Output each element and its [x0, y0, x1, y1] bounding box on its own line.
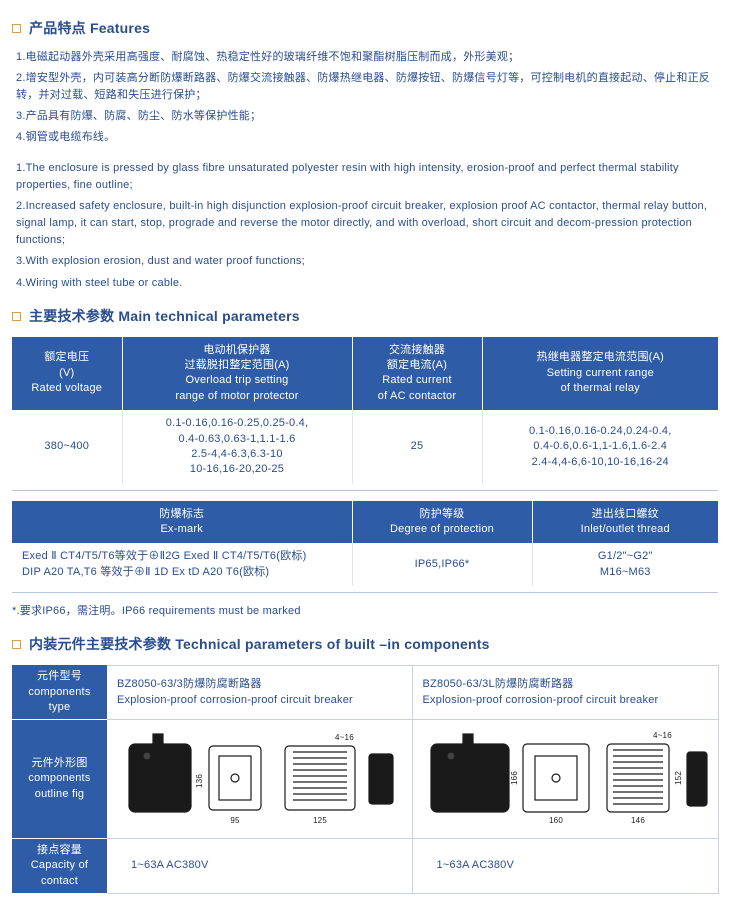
- section-title-builtin: 内装元件主要技术参数 Technical parameters of built…: [12, 634, 718, 655]
- features-list-cn: 1.电磁起动器外壳采用高强度、耐腐蚀、热稳定性好的玻璃纤维不饱和聚酯树脂压制而成…: [16, 49, 718, 146]
- t2-c3: G1/2"~G2" M16~M63: [532, 543, 718, 586]
- feature-cn-3: 3.产品具有防爆、防腐、防尘、防水等保护性能；: [16, 108, 718, 125]
- section-title-features: 产品特点 Features: [12, 18, 718, 39]
- comp-rowlabel-capacity: 接点容量 Capacity of contact: [12, 838, 107, 893]
- feature-cn-4: 4.钢管或电缆布线。: [16, 129, 718, 146]
- svg-text:146: 146: [630, 816, 644, 825]
- component-outline-icon: 160 166 146 4~16 152: [423, 726, 713, 826]
- t1-c2: 0.1-0.16,0.16-0.25,0.25-0.4, 0.4-0.63,0.…: [122, 410, 352, 484]
- features-heading: 产品特点 Features: [29, 18, 150, 39]
- mainparams-heading: 主要技术参数 Main technical parameters: [29, 306, 300, 327]
- svg-text:95: 95: [230, 816, 240, 825]
- bullet-square-icon: [12, 312, 21, 321]
- t1-h3: 交流接触器 额定电流(A) Rated current of AC contac…: [352, 337, 482, 411]
- svg-text:4~16: 4~16: [653, 731, 672, 740]
- comp-type-2: BZ8050-63/3L防爆防腐断路器 Explosion-proof corr…: [412, 665, 718, 720]
- feature-en-1: 1.The enclosure is pressed by glass fibr…: [16, 160, 718, 194]
- svg-text:136: 136: [195, 774, 204, 788]
- component-outline-icon: 95 136 125 4~16: [117, 726, 407, 826]
- separator-line: [12, 490, 718, 491]
- t2-h2: 防护等级 Degree of protection: [352, 501, 532, 544]
- comp-capacity-1: 1~63A AC380V: [107, 838, 412, 893]
- table-main-params-1: 额定电压 (V) Rated voltage 电动机保护器 过载脱扣整定范围(A…: [12, 337, 718, 484]
- t2-c2: IP65,IP66*: [352, 543, 532, 586]
- features-list-en: 1.The enclosure is pressed by glass fibr…: [16, 160, 718, 291]
- svg-text:4~16: 4~16: [335, 733, 354, 742]
- svg-text:152: 152: [674, 771, 683, 785]
- t1-c3: 25: [352, 410, 482, 484]
- t1-c4: 0.1-0.16,0.16-0.24,0.24-0.4, 0.4-0.6,0.6…: [482, 410, 718, 484]
- t1-c1: 380~400: [12, 410, 122, 484]
- feature-en-4: 4.Wiring with steel tube or cable.: [16, 275, 718, 292]
- section-title-mainparams: 主要技术参数 Main technical parameters: [12, 306, 718, 327]
- t1-h2: 电动机保护器 过载脱扣整定范围(A) Overload trip setting…: [122, 337, 352, 411]
- comp-diagram-1: 95 136 125 4~16: [107, 720, 412, 838]
- bullet-square-icon: [12, 640, 21, 649]
- bullet-square-icon: [12, 24, 21, 33]
- feature-en-3: 3.With explosion erosion, dust and water…: [16, 253, 718, 270]
- t2-c1: Exed Ⅱ CT4/T5/T6等效于⊕Ⅱ2G Exed Ⅱ CT4/T5/T6…: [12, 543, 352, 586]
- feature-cn-2: 2.增安型外壳，内可装高分断防爆断路器、防爆交流接触器、防爆热继电器、防爆按钮、…: [16, 70, 718, 104]
- feature-cn-1: 1.电磁起动器外壳采用高强度、耐腐蚀、热稳定性好的玻璃纤维不饱和聚酯树脂压制而成…: [16, 49, 718, 66]
- svg-text:160: 160: [548, 816, 562, 825]
- t2-h3: 进出线口螺纹 Inlet/outlet thread: [532, 501, 718, 544]
- comp-rowlabel-outline: 元件外形图 components outline fig: [12, 720, 107, 838]
- separator-line: [12, 592, 718, 593]
- t1-h1: 额定电压 (V) Rated voltage: [12, 337, 122, 411]
- svg-text:166: 166: [510, 771, 519, 785]
- feature-en-2: 2.Increased safety enclosure, built-in h…: [16, 198, 718, 249]
- t2-h1: 防爆标志 Ex-mark: [12, 501, 352, 544]
- t1-h4: 热继电器整定电流范围(A) Setting current range of t…: [482, 337, 718, 411]
- comp-capacity-2: 1~63A AC380V: [412, 838, 718, 893]
- comp-type-1: BZ8050-63/3防爆防腐断路器 Explosion-proof corro…: [107, 665, 412, 720]
- comp-diagram-2: 160 166 146 4~16 152: [412, 720, 718, 838]
- table-main-params-2: 防爆标志 Ex-mark 防护等级 Degree of protection 进…: [12, 501, 718, 587]
- ip66-note: *.要求IP66，需注明。IP66 requirements must be m…: [12, 603, 718, 620]
- comp-rowlabel-type: 元件型号 components type: [12, 665, 107, 720]
- svg-text:125: 125: [313, 816, 327, 825]
- table-components: 元件型号 components type BZ8050-63/3防爆防腐断路器 …: [12, 665, 719, 894]
- builtin-heading: 内装元件主要技术参数 Technical parameters of built…: [29, 634, 490, 655]
